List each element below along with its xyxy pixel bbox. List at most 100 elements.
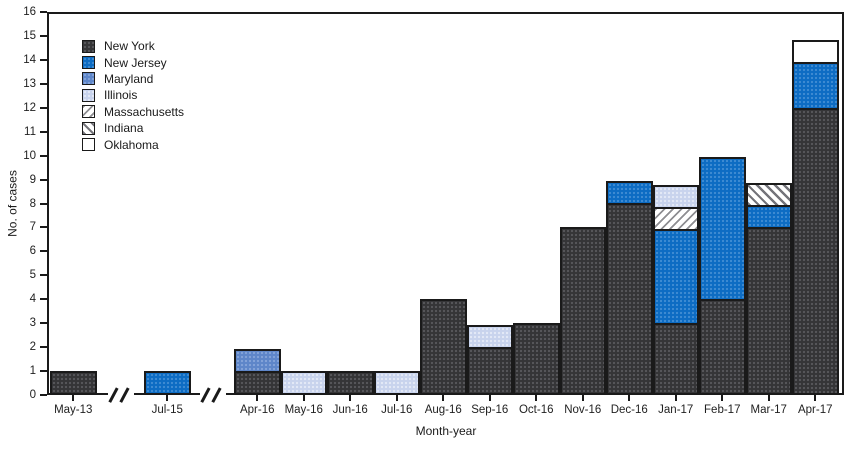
x-tick-label: Jun-16	[332, 404, 368, 416]
y-axis-tick	[40, 34, 47, 37]
y-axis-tick	[40, 11, 47, 13]
axis-break-slash	[118, 387, 129, 403]
y-tick-label: 2	[29, 341, 36, 354]
x-tick-label: Nov-16	[564, 404, 602, 416]
y-tick-label: 12	[23, 101, 36, 114]
y-axis-tick	[40, 154, 47, 157]
bar-segment-newyork	[792, 108, 839, 395]
axis-break-slash	[108, 387, 119, 403]
legend-item-illinois: Illinois	[82, 87, 184, 103]
y-axis-tick	[40, 82, 47, 85]
x-axis-tick	[581, 395, 584, 401]
bar-segment-newjersey	[652, 229, 699, 325]
bar-segment-newjersey	[745, 205, 792, 229]
y-axis-tick	[40, 226, 47, 229]
x-axis-tick	[674, 395, 677, 401]
x-tick-label: May-16	[284, 404, 323, 416]
legend-label: New York	[104, 39, 155, 54]
axis-break-slash	[210, 387, 221, 403]
x-axis-tick	[256, 395, 259, 401]
y-axis-tick	[40, 370, 47, 373]
bar-segment-maryland	[234, 349, 281, 373]
x-tick-label: Jul-15	[151, 404, 183, 416]
bar-segment-illinois	[652, 185, 699, 209]
x-tick-label: Apr-16	[239, 404, 275, 416]
x-tick-label: Feb-17	[704, 404, 741, 416]
y-axis-tick	[40, 250, 47, 253]
x-axis-break	[199, 387, 226, 403]
bar-segment-newyork	[420, 299, 467, 395]
x-tick-label: Oct-16	[518, 404, 554, 416]
x-axis-tick	[488, 395, 491, 401]
x-tick-label: Aug-16	[424, 404, 462, 416]
y-tick-label: 7	[29, 221, 36, 234]
y-tick-label: 9	[29, 173, 36, 186]
legend-label: Massachusetts	[104, 104, 185, 119]
bar-segment-illinois	[466, 325, 513, 349]
legend-swatch-newjersey	[82, 56, 95, 70]
y-axis-tick	[40, 394, 47, 396]
bar-segment-newyork	[234, 371, 281, 395]
y-tick-label: 10	[23, 149, 36, 162]
x-axis-title: Month-year	[415, 424, 477, 438]
legend: New York New Jersey Maryland Illinois Massac…	[82, 38, 184, 153]
y-tick-label: 14	[23, 53, 36, 66]
y-axis-tick	[40, 130, 47, 133]
x-axis-tick	[349, 395, 352, 401]
y-tick-label: 3	[29, 317, 36, 330]
x-axis-tick	[302, 395, 305, 401]
y-axis-tick	[40, 322, 47, 325]
y-tick-label: 13	[23, 77, 36, 90]
y-axis-tick	[40, 274, 47, 277]
bar-sep-16	[466, 325, 513, 395]
bar-jul-15	[144, 371, 191, 395]
bar-apr-16	[234, 349, 281, 395]
legend-item-indiana: Indiana	[82, 120, 184, 136]
legend-swatch-illinois	[82, 88, 95, 102]
legend-item-massachusetts: Massachusetts	[82, 104, 184, 120]
x-tick-label: Sep-16	[471, 404, 509, 416]
bar-segment-illinois	[373, 371, 420, 395]
x-tick-label: Jul-16	[381, 404, 413, 416]
y-tick-label: 1	[29, 365, 36, 378]
legend-item-oklahoma: Oklahoma	[82, 136, 184, 152]
bar-segment-indiana	[745, 183, 792, 207]
x-axis-tick	[535, 395, 538, 401]
x-axis-tick	[721, 395, 724, 401]
bar-may-16	[280, 371, 327, 395]
x-tick-label: Dec-16	[610, 404, 648, 416]
bar-segment-newyork	[699, 299, 746, 395]
y-tick-label: 8	[29, 197, 36, 210]
bar-apr-17	[792, 40, 839, 395]
bar-segment-newyork	[513, 323, 560, 395]
bar-feb-17	[699, 157, 746, 395]
x-axis-tick	[442, 395, 445, 401]
bar-segment-newyork	[745, 227, 792, 395]
legend-label: New Jersey	[104, 55, 167, 70]
bar-may-13	[50, 371, 97, 395]
bar-segment-newyork	[50, 371, 97, 395]
legend-label: Maryland	[104, 71, 154, 86]
y-tick-label: 4	[29, 293, 36, 306]
x-tick-label: Mar-17	[750, 404, 787, 416]
bar-segment-newyork	[327, 371, 374, 395]
x-axis-tick	[628, 395, 631, 401]
x-axis-tick	[166, 395, 169, 401]
bar-segment-newjersey	[699, 157, 746, 301]
y-axis-tick	[40, 346, 47, 349]
bar-mar-17	[745, 183, 792, 395]
bar-dec-16	[606, 181, 653, 395]
bar-segment-newjersey	[792, 62, 839, 110]
y-tick-label: 0	[29, 389, 36, 401]
bar-segment-newjersey	[144, 371, 191, 395]
y-axis-tick	[40, 298, 47, 301]
y-axis-tick	[40, 58, 47, 61]
x-tick-label: Jan-17	[658, 404, 694, 416]
x-tick-label: May-13	[54, 404, 93, 416]
bar-aug-16	[420, 299, 467, 395]
legend-item-maryland: Maryland	[82, 71, 184, 87]
y-tick-label: 15	[23, 29, 36, 42]
y-axis-tick	[40, 202, 47, 205]
x-axis-break	[107, 387, 134, 403]
